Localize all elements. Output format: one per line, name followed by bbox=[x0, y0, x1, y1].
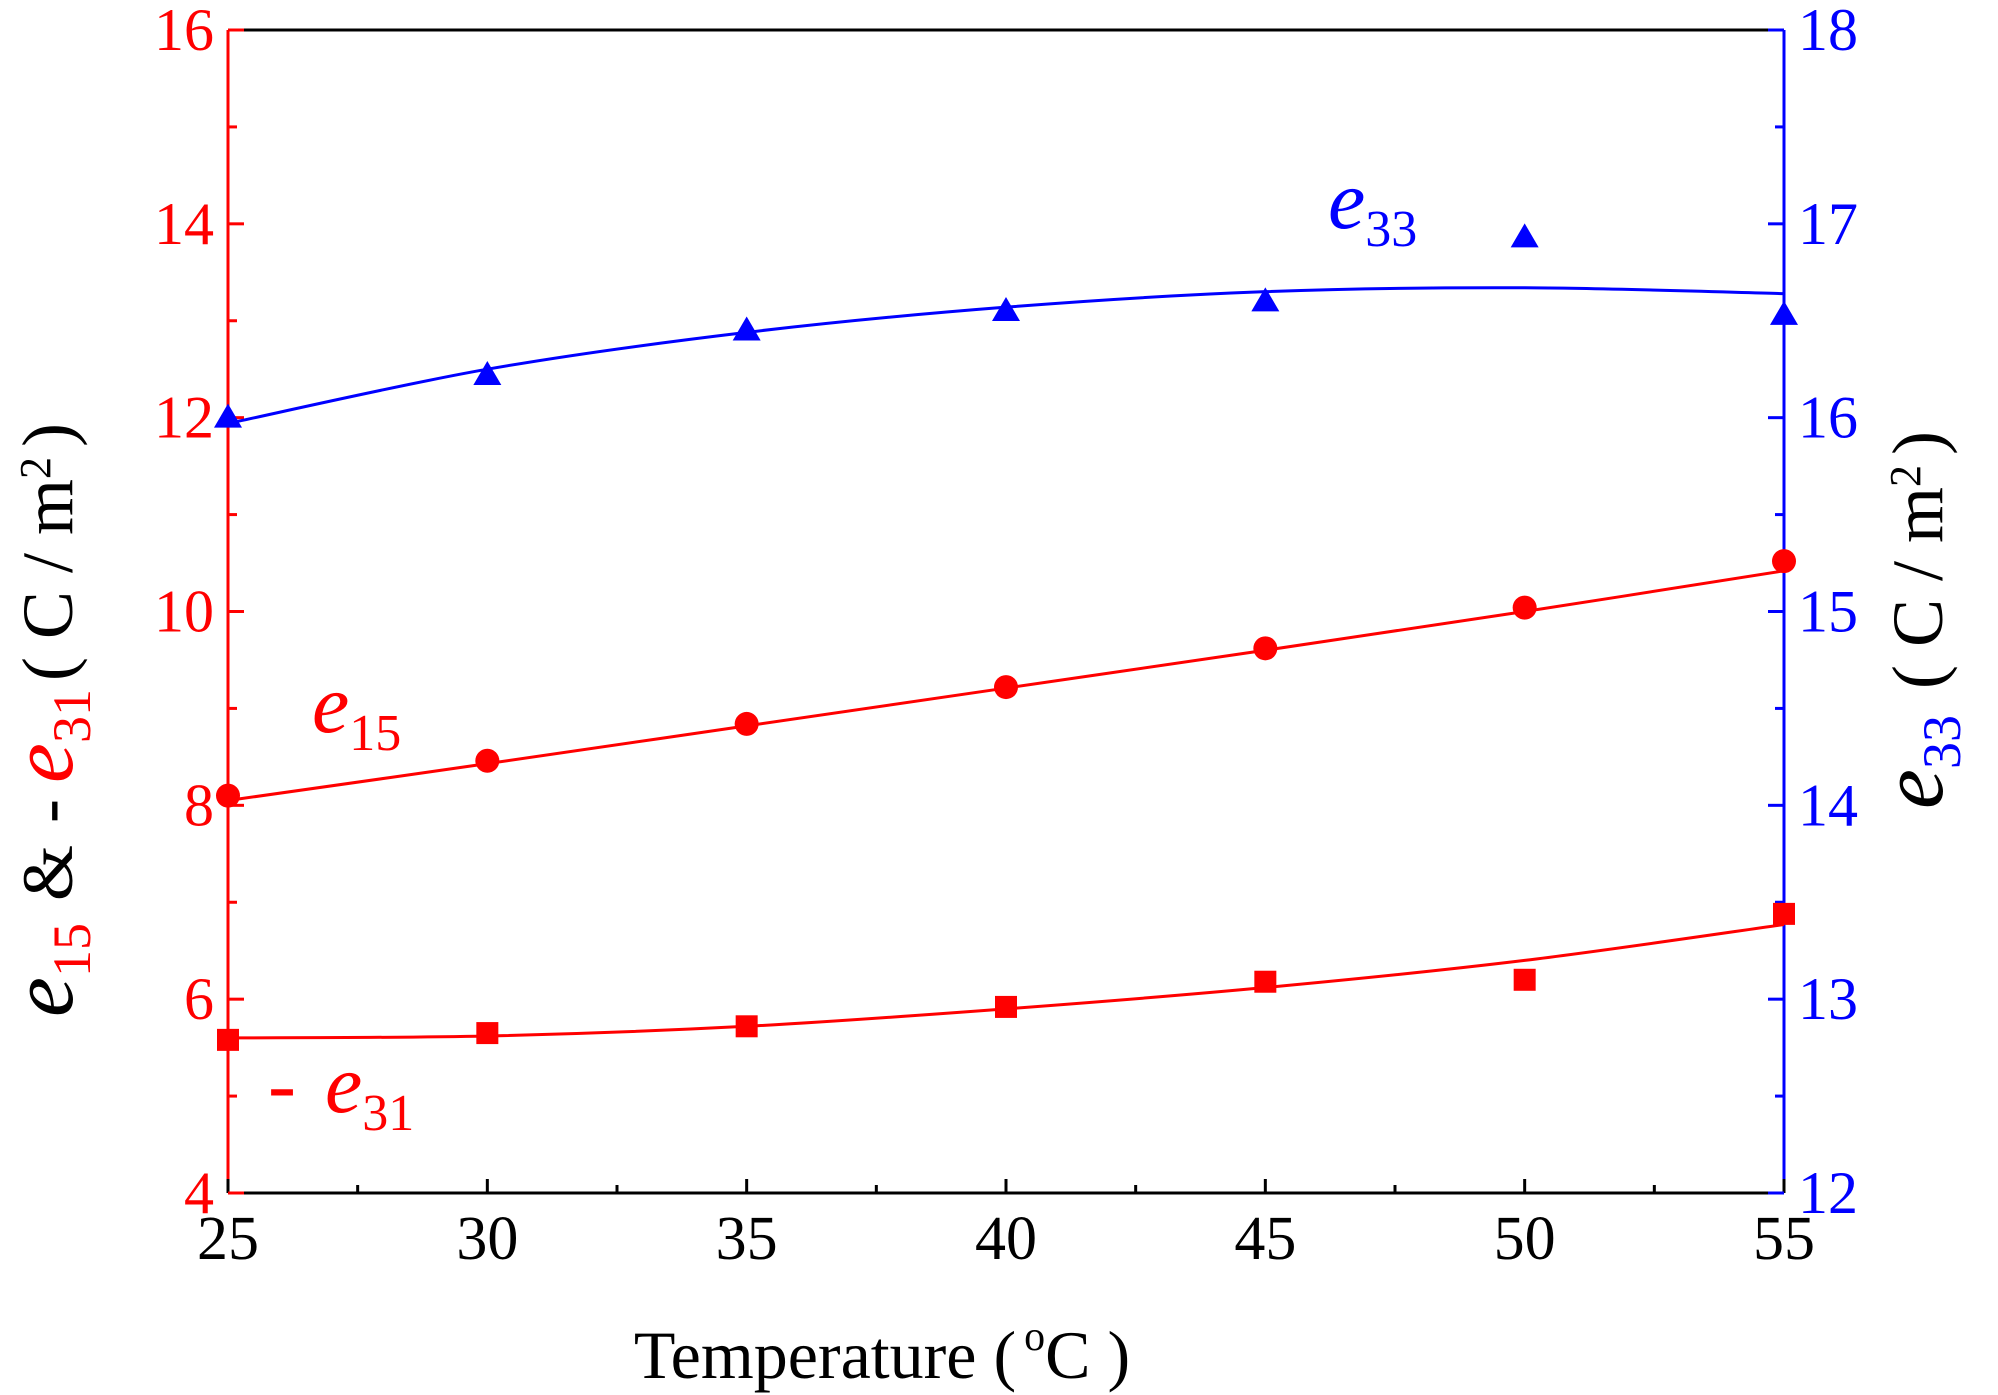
marker-e31 bbox=[217, 1028, 239, 1051]
y-right-tick-label: 18 bbox=[1798, 0, 1858, 63]
y-left-axis-ticks: 4 6 8 10 12 14 16 bbox=[154, 0, 244, 1226]
x-axis-title: Temperature (oC ) bbox=[634, 1314, 1130, 1393]
y-right-tick-label: 15 bbox=[1798, 579, 1858, 645]
fit-line-e31 bbox=[227, 923, 1785, 1040]
marker-e31 bbox=[1254, 970, 1277, 993]
marker-e33 bbox=[214, 403, 242, 428]
marker-e33 bbox=[992, 297, 1020, 322]
data-markers bbox=[214, 223, 1798, 1051]
marker-e33 bbox=[1251, 287, 1280, 312]
marker-e31 bbox=[735, 1015, 758, 1038]
x-tick-label: 45 bbox=[1234, 1205, 1296, 1273]
x-tick-label: 55 bbox=[1753, 1205, 1815, 1273]
y-right-tick-label: 17 bbox=[1798, 191, 1858, 257]
fit-lines bbox=[227, 286, 1785, 1040]
x-axis-ticks: 25 30 35 40 45 50 55 bbox=[197, 1179, 1815, 1273]
marker-e31 bbox=[1513, 968, 1536, 991]
y-left-tick-label: 8 bbox=[184, 772, 214, 838]
y-left-tick-label: 16 bbox=[154, 0, 214, 63]
x-tick-label: 50 bbox=[1494, 1205, 1556, 1273]
y-right-axis-title: e33( C / m2) bbox=[1863, 431, 1972, 809]
y-right-tick-label: 13 bbox=[1798, 966, 1858, 1032]
marker-e33 bbox=[1510, 223, 1539, 248]
y-left-tick-label: 14 bbox=[154, 191, 214, 257]
annotation-e31: - e31 bbox=[268, 1038, 414, 1142]
y-right-tick-label: 14 bbox=[1798, 772, 1858, 838]
y-right-axis-ticks: 12 13 14 15 16 17 18 bbox=[1768, 0, 1858, 1226]
marker-e31 bbox=[476, 1022, 499, 1045]
x-tick-label: 35 bbox=[716, 1205, 778, 1273]
marker-e15 bbox=[475, 748, 500, 773]
y-left-tick-label: 12 bbox=[154, 385, 214, 451]
plot-frame bbox=[226, 28, 1786, 1195]
x-tick-label: 40 bbox=[975, 1205, 1037, 1273]
marker-e33 bbox=[473, 361, 502, 386]
x-tick-label: 30 bbox=[456, 1205, 518, 1273]
marker-e15 bbox=[994, 675, 1018, 700]
y-right-tick-label: 16 bbox=[1798, 385, 1858, 451]
marker-e15 bbox=[1253, 636, 1278, 661]
marker-e33 bbox=[732, 316, 761, 341]
marker-e31 bbox=[1773, 902, 1795, 925]
y-right-tick-label: 12 bbox=[1798, 1160, 1858, 1226]
marker-e33 bbox=[1770, 300, 1798, 325]
marker-e15 bbox=[216, 783, 240, 808]
annotation-e33: e33 bbox=[1328, 154, 1417, 258]
marker-e15 bbox=[1772, 549, 1796, 574]
y-left-tick-label: 4 bbox=[184, 1160, 214, 1226]
marker-e15 bbox=[1512, 595, 1537, 620]
y-left-axis-title: e15&-e31( C / m2) bbox=[0, 423, 102, 1017]
annotation-e15: e15 bbox=[312, 658, 401, 762]
y-left-tick-label: 6 bbox=[184, 966, 214, 1032]
marker-e15 bbox=[734, 711, 759, 736]
y-left-tick-label: 10 bbox=[154, 579, 214, 645]
marker-e31 bbox=[995, 995, 1017, 1018]
x-tick-label: 25 bbox=[197, 1205, 259, 1273]
